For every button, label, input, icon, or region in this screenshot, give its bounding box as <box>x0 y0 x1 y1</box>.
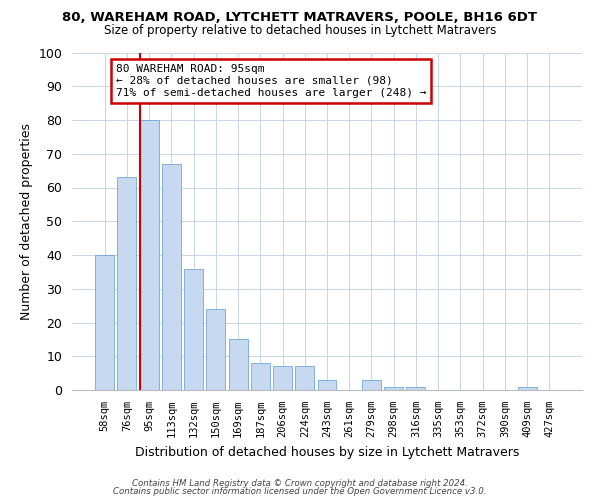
Bar <box>317 380 337 390</box>
Text: Contains HM Land Registry data © Crown copyright and database right 2024.: Contains HM Land Registry data © Crown c… <box>132 478 468 488</box>
Bar <box>518 386 536 390</box>
Bar <box>184 268 203 390</box>
Bar <box>406 386 425 390</box>
Bar <box>95 255 114 390</box>
Y-axis label: Number of detached properties: Number of detached properties <box>20 122 33 320</box>
Bar <box>362 380 381 390</box>
Bar <box>140 120 158 390</box>
Bar <box>384 386 403 390</box>
Bar <box>295 366 314 390</box>
Bar <box>206 309 225 390</box>
Bar <box>273 366 292 390</box>
Bar <box>118 178 136 390</box>
Text: 80, WAREHAM ROAD, LYTCHETT MATRAVERS, POOLE, BH16 6DT: 80, WAREHAM ROAD, LYTCHETT MATRAVERS, PO… <box>62 11 538 24</box>
Bar <box>162 164 181 390</box>
X-axis label: Distribution of detached houses by size in Lytchett Matravers: Distribution of detached houses by size … <box>135 446 519 458</box>
Text: Size of property relative to detached houses in Lytchett Matravers: Size of property relative to detached ho… <box>104 24 496 37</box>
Bar <box>251 363 270 390</box>
Bar <box>229 340 248 390</box>
Text: Contains public sector information licensed under the Open Government Licence v3: Contains public sector information licen… <box>113 487 487 496</box>
Text: 80 WAREHAM ROAD: 95sqm
← 28% of detached houses are smaller (98)
71% of semi-det: 80 WAREHAM ROAD: 95sqm ← 28% of detached… <box>116 64 426 98</box>
